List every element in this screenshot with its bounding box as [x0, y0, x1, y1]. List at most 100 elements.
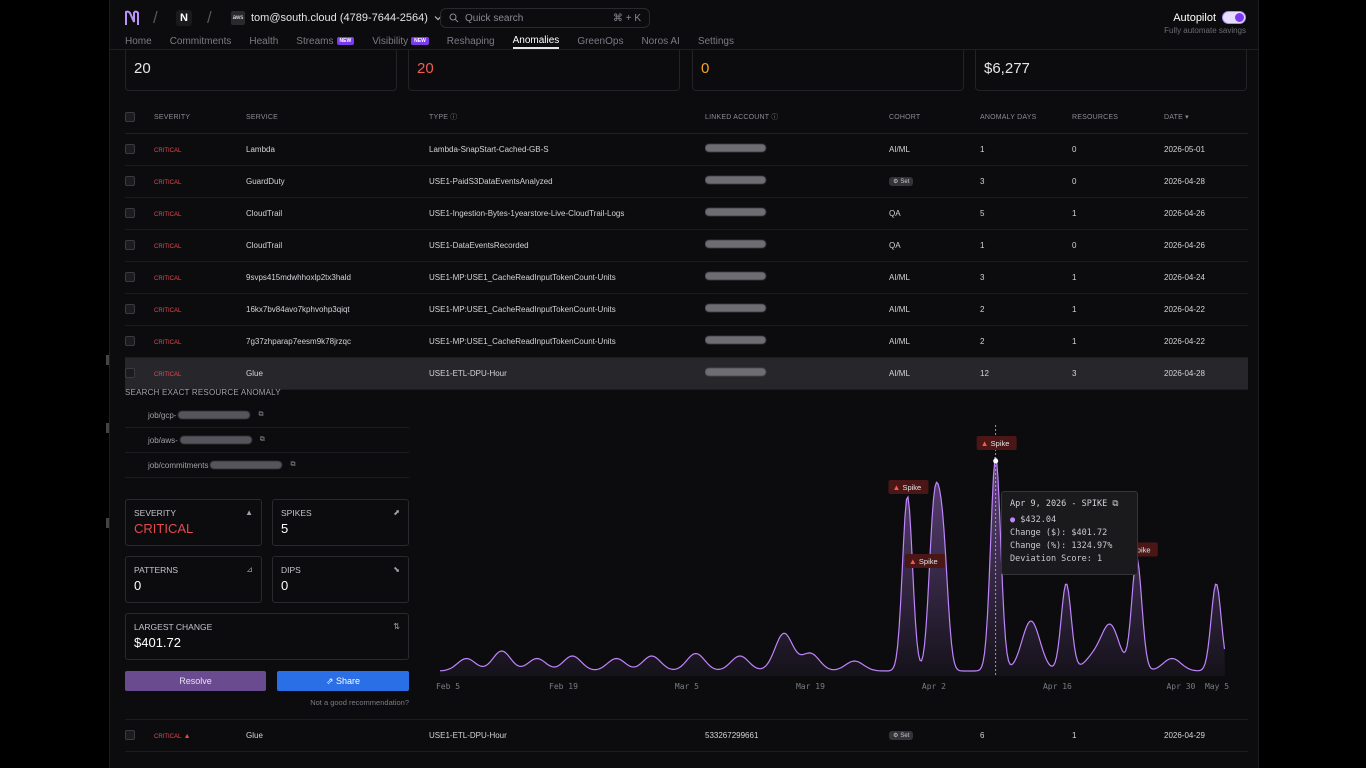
- column-header-severity[interactable]: SEVERITY: [154, 102, 246, 134]
- column-header-service[interactable]: SERVICE: [246, 102, 429, 134]
- gear-icon: ⚙: [893, 733, 899, 739]
- spike-marker[interactable]: ▲Spike: [976, 436, 1017, 450]
- spike-marker[interactable]: ▲Spike: [888, 480, 929, 494]
- chart-icon: ⊿: [246, 565, 253, 574]
- chart-tooltip: Apr 9, 2026 - SPIKE ⧉ ● $432.04 Change (…: [1001, 491, 1138, 575]
- tab-visibility[interactable]: Visibility NEW: [372, 34, 429, 48]
- tab-home[interactable]: Home: [125, 35, 152, 47]
- redacted-text: [705, 144, 766, 152]
- row-checkbox[interactable]: [125, 368, 135, 378]
- severity-label: CRITICAL: [154, 147, 182, 154]
- type-cell: Lambda-SnapStart-Cached-GB-S: [429, 133, 705, 166]
- tab-health[interactable]: Health: [249, 35, 279, 47]
- share-button[interactable]: ⇗ Share: [277, 671, 409, 691]
- anomaly-days-cell: 5: [980, 197, 1072, 230]
- column-header-resources[interactable]: RESOURCES: [1072, 102, 1164, 134]
- anomaly-days-cell: 3: [980, 165, 1072, 198]
- resource-item[interactable]: job/aws- ⧉: [125, 428, 409, 453]
- noros-logo-icon[interactable]: [124, 10, 140, 26]
- row-checkbox[interactable]: [125, 730, 135, 740]
- cohort-set-badge[interactable]: ⚙ Set: [889, 177, 914, 186]
- tab-streams[interactable]: Streams NEW: [296, 34, 355, 48]
- type-cell: USE1-MP:USE1_CacheReadInputTokenCount-Un…: [429, 261, 705, 294]
- row-checkbox[interactable]: [125, 144, 135, 154]
- service-cell: Lambda: [246, 133, 429, 166]
- table-row[interactable]: CRITICAL 9svps415mdwhhoxlp2tx3hald USE1-MP…: [125, 261, 1248, 294]
- copy-icon[interactable]: ⧉: [290, 461, 296, 468]
- cohort-cell: ⚙ Set: [889, 719, 980, 752]
- sort-desc-icon: ▾: [1185, 114, 1189, 122]
- column-header-linked-account[interactable]: LINKED ACCOUNT ⓘ: [705, 102, 889, 134]
- anomalies-table: SEVERITY SERVICE TYPE ⓘ LINKED ACCOUNT ⓘ…: [125, 102, 1248, 752]
- breadcrumb-separator: /: [207, 8, 212, 27]
- window-edge-marker: [106, 355, 109, 365]
- cohort-cell: AI/ML: [889, 357, 980, 390]
- date-cell: 2026-04-22: [1164, 325, 1248, 358]
- stat-value: $6,277: [984, 60, 1030, 77]
- service-cell: Glue: [246, 357, 429, 390]
- cohort-set-badge[interactable]: ⚙ Set: [889, 731, 914, 740]
- tab-anomalies[interactable]: Anomalies: [512, 34, 560, 49]
- table-row[interactable]: CRITICAL CloudTrail USE1-DataEventsRecorde…: [125, 229, 1248, 262]
- type-cell: USE1-MP:USE1_CacheReadInputTokenCount-Un…: [429, 293, 705, 326]
- table-row[interactable]: CRITICAL 7g37zhparap7eesm9k78jrzqc USE1-MP…: [125, 325, 1248, 358]
- org-avatar[interactable]: N: [176, 10, 192, 26]
- select-all-checkbox[interactable]: [125, 112, 135, 123]
- row-checkbox[interactable]: [125, 240, 135, 250]
- copy-icon[interactable]: ⧉: [258, 411, 264, 418]
- account-selector[interactable]: aws tom@south.cloud (4789-7644-2564): [231, 10, 442, 26]
- column-header-anomaly-days[interactable]: ANOMALY DAYS: [980, 102, 1072, 134]
- copy-icon[interactable]: ⧉: [259, 436, 265, 443]
- top-navigation: / N / aws tom@south.cloud (4789-7644-256…: [110, 0, 1258, 50]
- tab-settings[interactable]: Settings: [697, 35, 734, 47]
- resources-cell: 3: [1072, 357, 1164, 390]
- stat-value: 20: [134, 60, 151, 77]
- autopilot-toggle[interactable]: [1222, 11, 1246, 24]
- redacted-text: [178, 411, 251, 419]
- table-row[interactable]: CRITICAL ▲ Glue USE1-ETL-DPU-Hour 533267299…: [125, 719, 1248, 752]
- table-row[interactable]: CRITICAL GuardDuty USE1-PaidS3DataEventsAn…: [125, 165, 1248, 198]
- tab-noros-ai[interactable]: Noros AI: [641, 35, 680, 47]
- anomaly-days-cell: 12: [980, 357, 1072, 390]
- spike-marker[interactable]: ▲Spike: [904, 554, 945, 568]
- account-label: tom@south.cloud (4789-7644-2564): [251, 12, 428, 24]
- tab-greenops[interactable]: GreenOps: [577, 35, 624, 47]
- row-checkbox[interactable]: [125, 176, 135, 186]
- tab-reshaping[interactable]: Reshaping: [446, 35, 495, 47]
- resources-cell: 1: [1072, 197, 1164, 230]
- table-row[interactable]: CRITICAL CloudTrail USE1-Ingestion-Bytes-1…: [125, 197, 1248, 230]
- row-checkbox[interactable]: [125, 304, 135, 314]
- autopilot-label: Autopilot: [1173, 11, 1216, 24]
- table-row[interactable]: CRITICAL Lambda Lambda-SnapStart-Cached-GB…: [125, 133, 1248, 166]
- type-cell: USE1-ETL-DPU-Hour: [429, 357, 705, 390]
- copy-icon[interactable]: ⧉: [1112, 499, 1119, 509]
- trend-up-icon: ⬈: [393, 508, 400, 517]
- breadcrumb-separator: /: [153, 8, 158, 27]
- resource-item[interactable]: job/commitments ⧉: [125, 453, 409, 478]
- column-header-type[interactable]: TYPE ⓘ: [429, 102, 705, 134]
- column-header-cohort[interactable]: COHORT: [889, 102, 980, 134]
- chart-line: [439, 456, 1226, 672]
- warning-icon: ▲: [245, 508, 253, 517]
- not-good-recommendation-link[interactable]: Not a good recommendation?: [310, 698, 409, 707]
- largest-change-value: $401.72: [134, 635, 181, 650]
- resource-search-label: SEARCH EXACT RESOURCE ANOMALY: [125, 388, 281, 397]
- chart-peak-point[interactable]: [993, 458, 999, 464]
- linked-account-cell: 533267299661: [705, 719, 889, 752]
- date-cell: 2026-04-26: [1164, 229, 1248, 262]
- tooltip-deviation: Deviation Score: 1: [1010, 554, 1103, 564]
- resource-item[interactable]: job/gcp- ⧉: [125, 403, 409, 428]
- row-checkbox[interactable]: [125, 272, 135, 282]
- quick-search[interactable]: Quick search ⌘ + K: [440, 8, 650, 28]
- autopilot-toggle-group: Autopilot Fully automate savings: [1164, 11, 1246, 35]
- table-row[interactable]: CRITICAL Glue USE1-ETL-DPU-Hour AI/ML 12 3 202…: [125, 357, 1248, 390]
- row-checkbox[interactable]: [125, 336, 135, 346]
- window-edge-marker: [106, 423, 109, 433]
- tab-commitments[interactable]: Commitments: [169, 35, 232, 47]
- column-header-date[interactable]: DATE ▾: [1164, 102, 1248, 134]
- resolve-button[interactable]: Resolve: [125, 671, 266, 691]
- table-row[interactable]: CRITICAL 16kx7bv84avo7kphvohp3qiqt USE1-MP…: [125, 293, 1248, 326]
- row-checkbox[interactable]: [125, 208, 135, 218]
- app-window: / N / aws tom@south.cloud (4789-7644-256…: [109, 0, 1259, 768]
